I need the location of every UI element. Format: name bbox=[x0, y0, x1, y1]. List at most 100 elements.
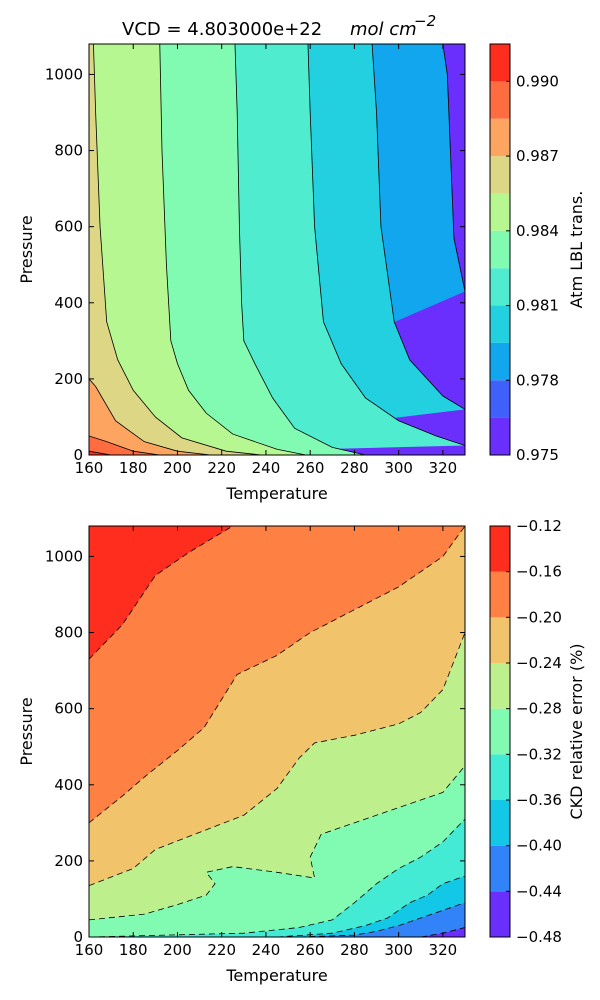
x-tick-label: 160 bbox=[75, 459, 104, 477]
colorbar-tick-label: −0.16 bbox=[516, 563, 562, 581]
colorbar-frame bbox=[489, 43, 511, 456]
colorbar: −0.12 −0.16 −0.20 −0.24 −0.28 −0.32 −0.36 −0.40… bbox=[489, 517, 586, 946]
colorbar-tick-label: −0.36 bbox=[516, 791, 562, 809]
chart-panel-1: 160 180 200 220 240 260 280 300 320 0 200 400 600 800… bbox=[17, 12, 586, 503]
colorbar-segment bbox=[490, 118, 510, 157]
colorbar-tick-label: 0.990 bbox=[516, 72, 559, 90]
y-tick-label: 1000 bbox=[45, 547, 83, 565]
colorbar-segment bbox=[490, 845, 510, 892]
chart-panel-2: 160 180 200 220 240 260 280 300 320 0 200 400 600 800… bbox=[17, 517, 586, 985]
y-axis-label: Pressure bbox=[17, 697, 36, 765]
colorbar-segment bbox=[490, 380, 510, 418]
colorbar-tick-label: 0.975 bbox=[516, 446, 559, 464]
y-tick-label: 800 bbox=[54, 142, 83, 160]
colorbar-segment bbox=[490, 230, 510, 269]
x-tick-label: 260 bbox=[296, 941, 325, 959]
colorbar-tick-label: −0.48 bbox=[516, 928, 562, 946]
contour-line bbox=[442, 44, 465, 292]
y-tick-label: 200 bbox=[54, 370, 83, 388]
x-tick-label: 160 bbox=[75, 941, 104, 959]
colorbar-segment bbox=[490, 417, 510, 455]
colorbar: 0.975 0.978 0.981 0.984 0.987 0.990 Atm LBL tr… bbox=[489, 43, 586, 464]
colorbar-segment bbox=[490, 526, 510, 572]
x-tick-label: 320 bbox=[429, 459, 458, 477]
x-tick-label: 240 bbox=[252, 459, 281, 477]
x-axis-label: Temperature bbox=[225, 966, 327, 985]
colorbar-segment bbox=[490, 891, 510, 937]
contour-line bbox=[276, 875, 465, 937]
contour-line bbox=[89, 526, 465, 824]
colorbar-segment bbox=[490, 571, 510, 618]
x-tick-label: 220 bbox=[207, 459, 236, 477]
y-tick-label: 0 bbox=[73, 928, 83, 946]
contour-band bbox=[89, 902, 465, 937]
plot-frame bbox=[88, 43, 466, 456]
contour-line bbox=[89, 378, 211, 455]
chart-title-math: mol cm bbox=[350, 19, 417, 40]
colorbar-tick-label: −0.20 bbox=[516, 608, 562, 626]
x-tick-label: 300 bbox=[384, 941, 413, 959]
x-tick-label: 300 bbox=[384, 459, 413, 477]
colorbar-tick-label: −0.24 bbox=[516, 654, 562, 672]
y-axis-label: Pressure bbox=[17, 215, 36, 283]
colorbar-segment bbox=[490, 81, 510, 119]
x-tick-label: 220 bbox=[207, 941, 236, 959]
x-tick-label: 280 bbox=[340, 459, 369, 477]
colorbar-tick-label: 0.987 bbox=[516, 147, 559, 165]
colorbar-segment bbox=[490, 342, 510, 381]
contour-line bbox=[234, 44, 366, 455]
contour-band bbox=[89, 44, 306, 455]
colorbar-label: Atm LBL trans. bbox=[567, 191, 586, 309]
colorbar-tick-label: −0.44 bbox=[516, 882, 562, 900]
colorbar-segment bbox=[490, 44, 510, 82]
contour-area bbox=[89, 44, 465, 455]
colorbar-tick-label: −0.28 bbox=[516, 700, 562, 718]
x-axis-label: Temperature bbox=[225, 484, 327, 503]
colorbar-tick-label: 0.981 bbox=[516, 297, 559, 315]
plot-frame bbox=[88, 525, 466, 938]
contour-line bbox=[89, 765, 465, 921]
chart-title-exponent: −2 bbox=[414, 12, 436, 30]
colorbar-tick-label: −0.40 bbox=[516, 837, 562, 855]
colorbar-segment bbox=[490, 754, 510, 800]
chart-title: VCD = 4.803000e+22 mol cm−2 bbox=[122, 12, 436, 40]
colorbar-segment bbox=[490, 268, 510, 306]
contour-area bbox=[89, 526, 465, 937]
y-tick-label: 1000 bbox=[45, 65, 83, 83]
contour-line bbox=[371, 44, 465, 410]
x-tick-label: 200 bbox=[163, 941, 192, 959]
colorbar-label: CKD relative error (%) bbox=[567, 643, 586, 819]
contour-line bbox=[89, 818, 465, 937]
y-tick-label: 600 bbox=[54, 218, 83, 236]
colorbar-segment bbox=[490, 617, 510, 663]
x-tick-label: 320 bbox=[429, 941, 458, 959]
x-tick-label: 200 bbox=[163, 459, 192, 477]
contour-line bbox=[307, 44, 465, 446]
colorbar-segment bbox=[490, 663, 510, 709]
contour-band bbox=[89, 819, 465, 937]
contour-line bbox=[89, 632, 465, 886]
colorbar-segment bbox=[490, 708, 510, 755]
y-tick-label: 0 bbox=[73, 446, 83, 464]
colorbar-tick-label: 0.984 bbox=[516, 222, 559, 240]
colorbar-tick-label: −0.12 bbox=[516, 517, 562, 535]
colorbar-tick-label: −0.32 bbox=[516, 745, 562, 763]
y-tick-label: 400 bbox=[54, 776, 83, 794]
x-tick-label: 180 bbox=[119, 459, 148, 477]
colorbar-tick-label: 0.978 bbox=[516, 371, 559, 389]
contour-line bbox=[89, 526, 233, 660]
colorbar-frame bbox=[489, 525, 511, 938]
colorbar-segment bbox=[490, 305, 510, 343]
x-tick-label: 240 bbox=[252, 941, 281, 959]
y-tick-label: 600 bbox=[54, 700, 83, 718]
y-tick-label: 200 bbox=[54, 852, 83, 870]
y-tick-label: 400 bbox=[54, 294, 83, 312]
contour-band bbox=[89, 378, 211, 455]
colorbar-segment bbox=[490, 800, 510, 846]
colorbar-segment bbox=[490, 193, 510, 231]
contour-line bbox=[159, 44, 306, 455]
contour-line bbox=[93, 44, 262, 455]
y-tick-label: 800 bbox=[54, 624, 83, 642]
contour-line bbox=[89, 450, 112, 455]
